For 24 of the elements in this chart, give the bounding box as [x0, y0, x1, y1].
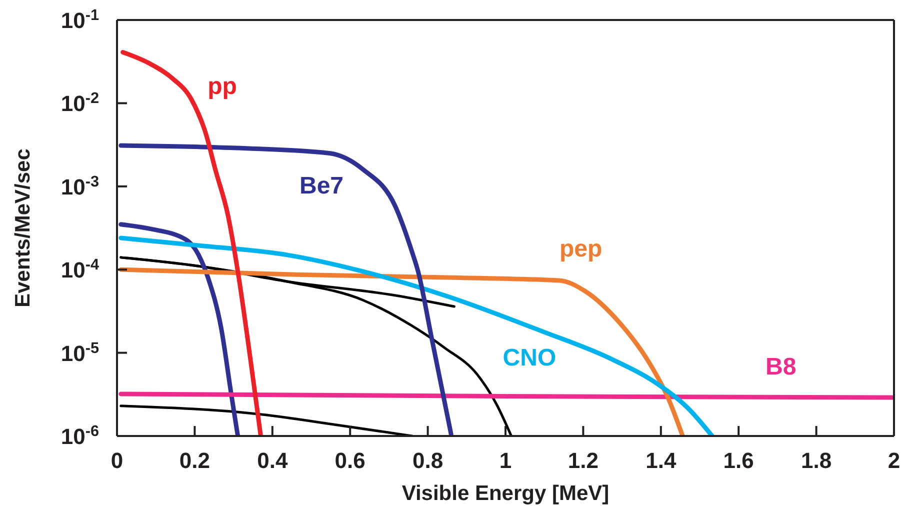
- x-tick-label: 1.6: [723, 448, 754, 473]
- series-label: pp: [208, 72, 237, 100]
- y-axis-title: Events/MeV/sec: [11, 148, 34, 308]
- x-axis-title: Visible Energy [MeV]: [402, 482, 610, 505]
- x-tick-label: 1.4: [646, 448, 677, 473]
- x-tick-label: 2: [888, 448, 900, 473]
- series-label: pep: [560, 235, 602, 262]
- x-tick-label: 0: [110, 448, 124, 473]
- y-tick-label: 10$^{-5}$: [60, 339, 100, 366]
- series-label: CNO: [502, 344, 556, 372]
- x-tick-label: 0.2: [179, 448, 210, 473]
- x-tick-label: 1.2: [568, 448, 598, 473]
- x-tick-label: 0.4: [257, 448, 288, 473]
- x-tick-label: 0.8: [412, 448, 444, 473]
- series-label: B8: [766, 353, 796, 380]
- y-tick-label: 10$^{-3}$: [60, 172, 99, 200]
- y-tick-label: 10$^{-4}$: [60, 256, 100, 283]
- x-tick-label: 1: [499, 448, 512, 473]
- series-label: Be7: [300, 172, 344, 200]
- y-tick-label: 10$^{-6}$: [60, 422, 99, 449]
- x-tick-label: 0.6: [334, 448, 366, 473]
- y-tick-label: 10$^{-1}$: [60, 6, 100, 33]
- x-tick-label: 1.8: [801, 448, 832, 473]
- y-tick-label: 10$^{-2}$: [60, 90, 99, 116]
